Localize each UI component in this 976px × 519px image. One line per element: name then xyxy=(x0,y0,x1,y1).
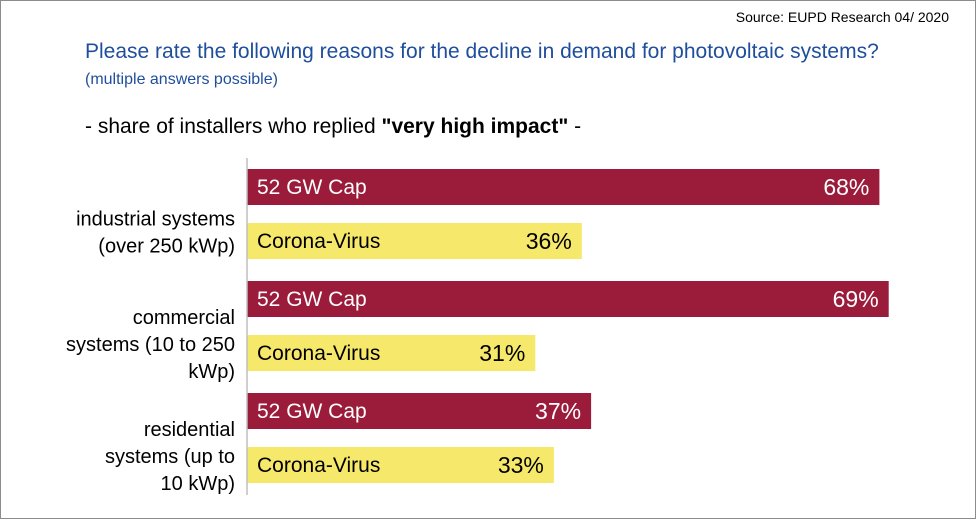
bar-label-corona-virus: Corona-Virus xyxy=(257,342,380,365)
bar-gw-cap xyxy=(247,393,592,429)
bar-corona-virus xyxy=(247,447,554,483)
subtitle-suffix: - xyxy=(568,115,582,138)
bar-label-gw-cap: 52 GW Cap xyxy=(257,288,367,311)
chart-question: Please rate the following reasons for th… xyxy=(85,39,945,93)
bar-corona-virus xyxy=(247,335,536,371)
category-label: kWp) xyxy=(188,361,235,383)
category-label: 10 kWp) xyxy=(161,473,235,495)
question-main: Please rate the following reasons for th… xyxy=(85,40,879,63)
subtitle-emphasis: "very high impact" xyxy=(381,115,569,138)
bar-value-label: 69% xyxy=(833,286,879,312)
bar-corona-virus xyxy=(247,223,582,259)
category-label: systems (10 to 250 xyxy=(66,334,235,356)
chart-subtitle: - share of installers who replied "very … xyxy=(85,115,581,139)
bar-gw-cap xyxy=(247,169,880,205)
category-label: residential xyxy=(144,419,235,441)
category-label: industrial systems xyxy=(76,209,235,231)
bar-value-label: 31% xyxy=(479,340,525,366)
bar-value-label: 37% xyxy=(535,398,581,424)
category-label: commercial xyxy=(133,307,235,329)
bar-gw-cap xyxy=(247,281,889,317)
bar-label-gw-cap: 52 GW Cap xyxy=(257,400,367,423)
bar-label-gw-cap: 52 GW Cap xyxy=(257,176,367,199)
bar-value-label: 68% xyxy=(823,174,869,200)
category-label: (over 250 kWp) xyxy=(98,236,235,258)
bar-label-corona-virus: Corona-Virus xyxy=(257,454,380,477)
bar-value-label: 33% xyxy=(498,452,544,478)
question-note: (multiple answers possible) xyxy=(85,71,278,88)
source-note: Source: EUPD Research 04/ 2020 xyxy=(735,9,949,25)
bar-value-label: 36% xyxy=(526,228,572,254)
category-label: systems (up to xyxy=(105,446,235,468)
subtitle-prefix: - share of installers who replied xyxy=(85,115,382,138)
bar-label-corona-virus: Corona-Virus xyxy=(257,230,380,253)
